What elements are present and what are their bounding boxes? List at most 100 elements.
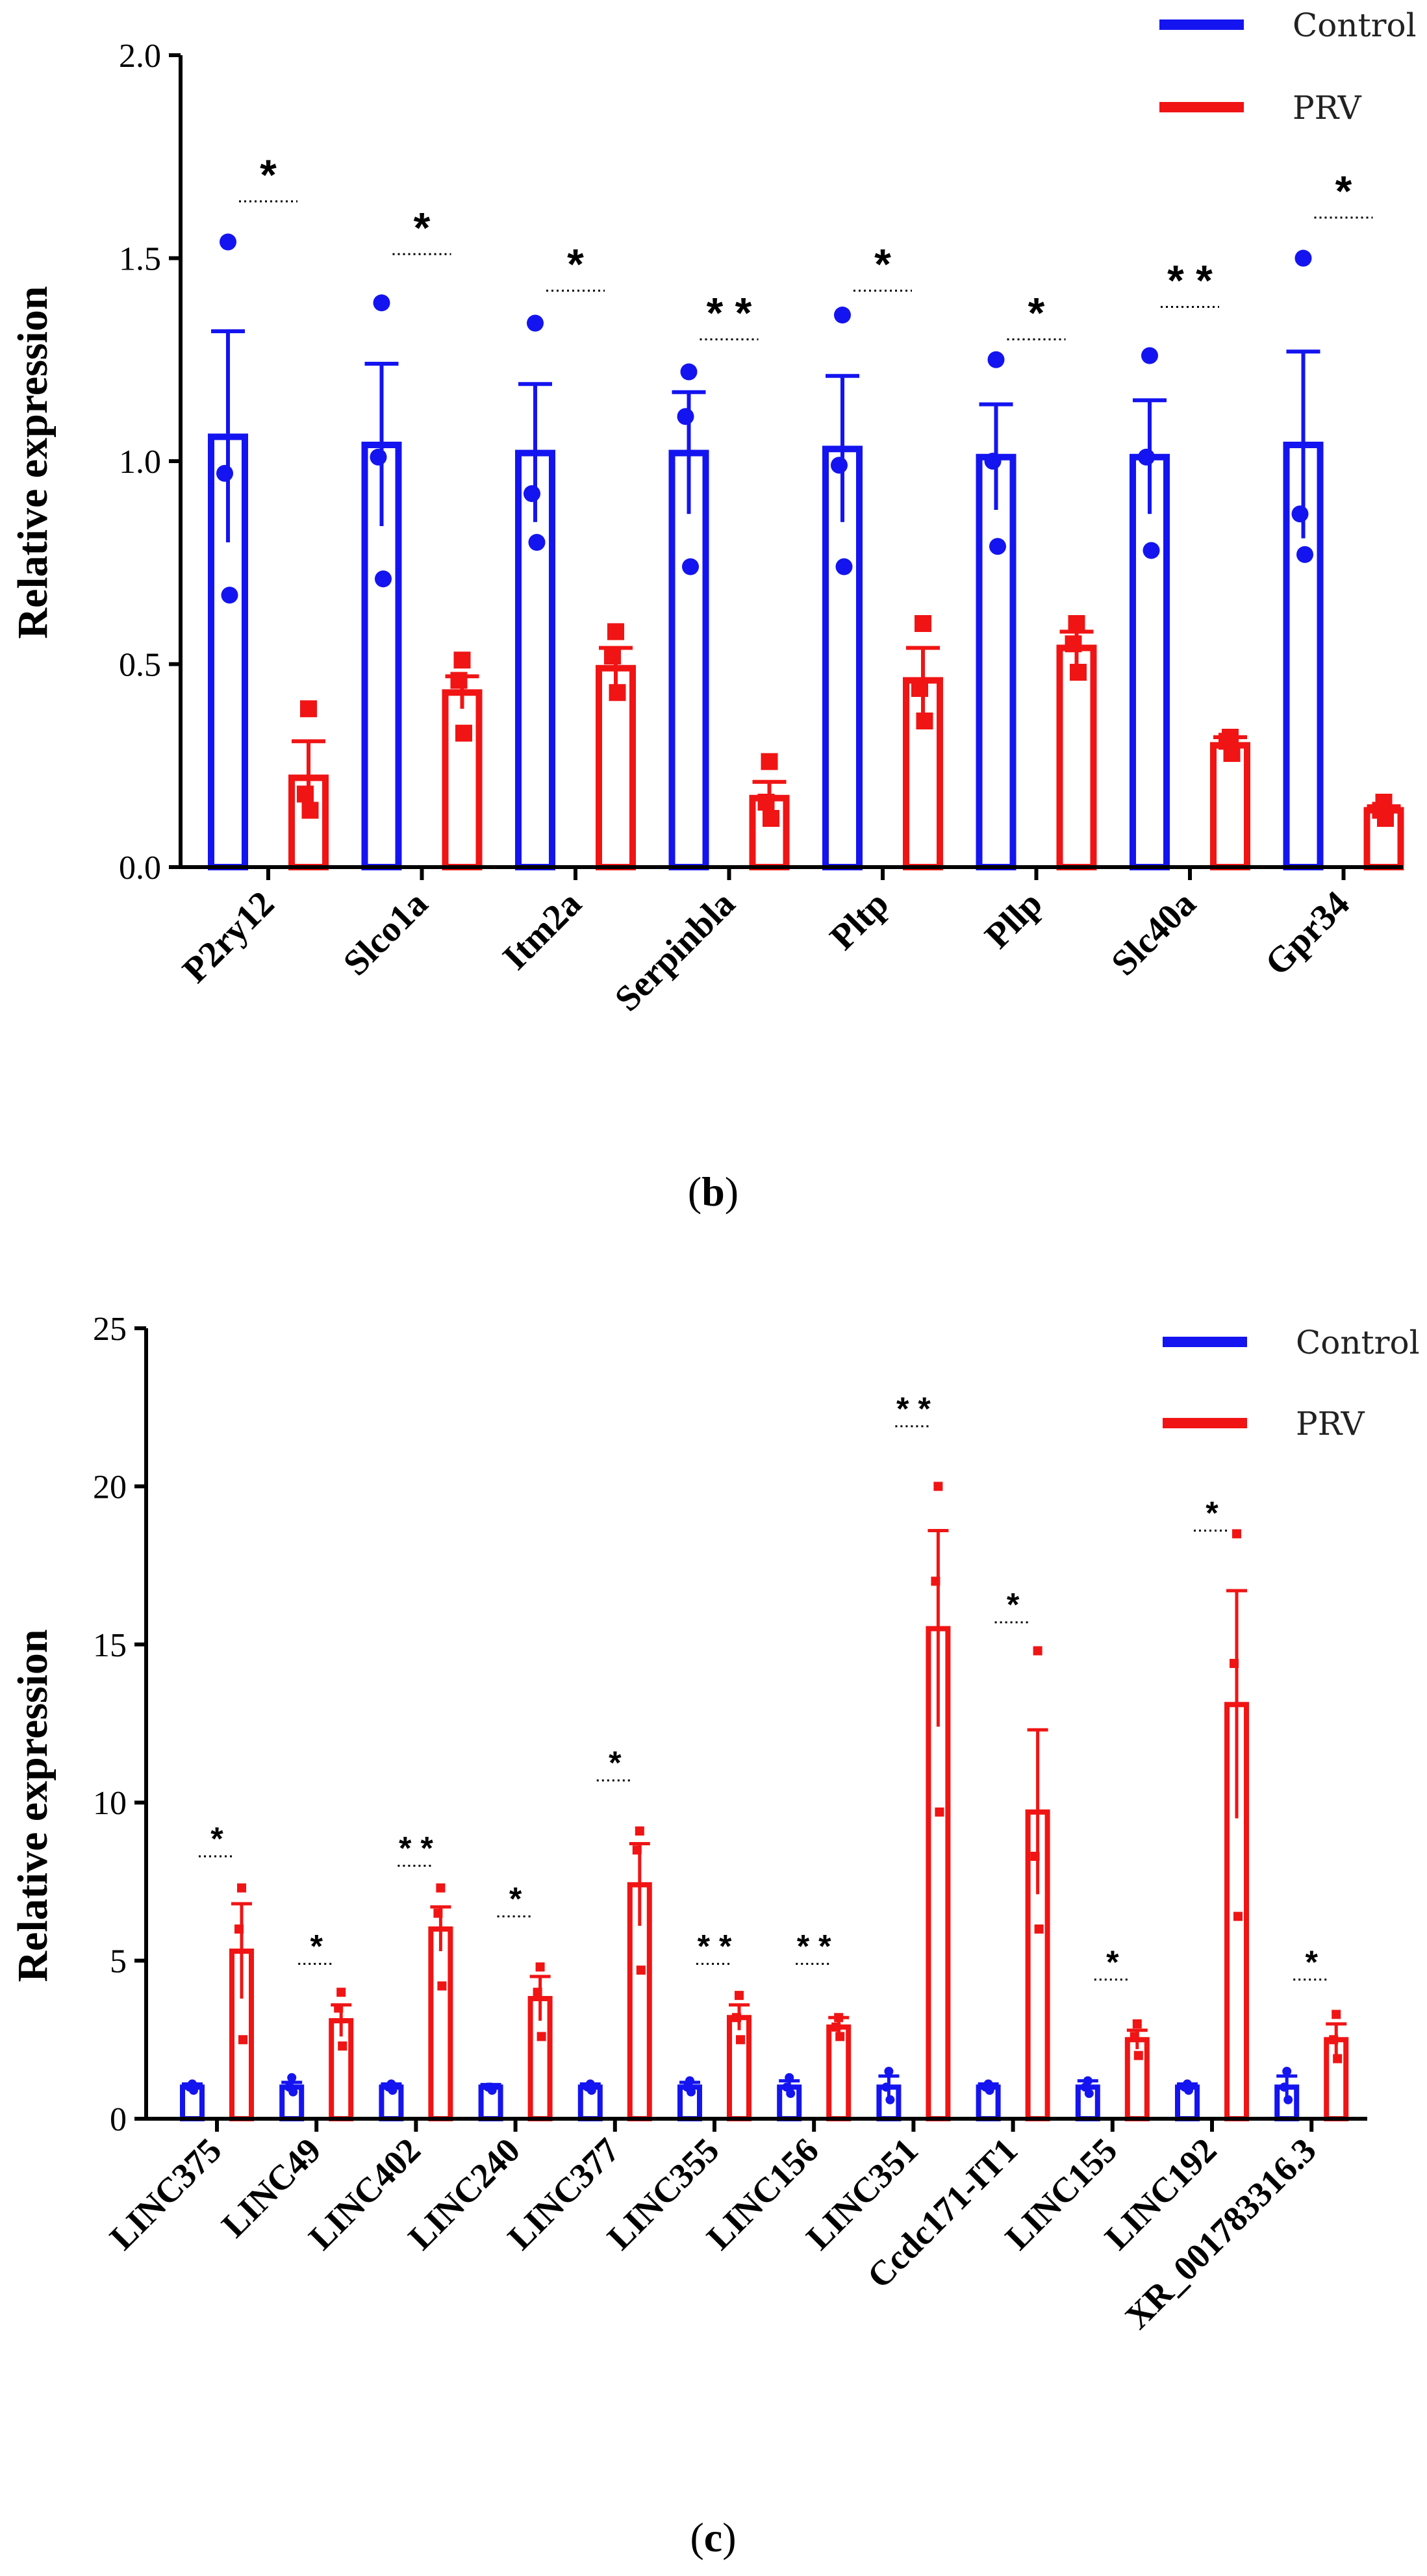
point-b-control-5-2 [989, 538, 1006, 555]
x-tick-label-b-0: P2ry12 [175, 883, 282, 991]
x-tick-label-c-0: LINC375 [102, 2130, 229, 2257]
point-c-prv-3-1 [533, 1988, 542, 1997]
x-tick-label-b-7: Gpr34 [1257, 883, 1358, 983]
x-tick-label-b-2: Itm2a [495, 883, 589, 978]
point-c-prv-4-2 [636, 1965, 646, 1975]
point-c-prv-2-2 [437, 1981, 447, 1991]
point-c-control-0-2 [189, 2086, 198, 2095]
y-tick-label-c-5: 25 [93, 1311, 127, 1348]
point-b-prv-0-2 [301, 802, 319, 819]
significance-marker-c-5: * * [698, 1928, 732, 1964]
point-c-prv-11-0 [1332, 2010, 1341, 2019]
point-c-prv-8-0 [1033, 1646, 1042, 1656]
point-c-prv-0-2 [238, 2035, 247, 2045]
y-tick-label-c-4: 20 [93, 1469, 127, 1506]
y-tick-label-b-3: 1.5 [119, 241, 161, 278]
point-b-control-0-2 [221, 587, 238, 604]
point-c-control-8-2 [985, 2086, 994, 2095]
point-b-prv-7-2 [1377, 810, 1394, 827]
significance-marker-b-6: * * [1167, 257, 1213, 305]
point-c-control-6-2 [786, 2089, 796, 2099]
legend-c: Control PRV [1163, 1324, 1420, 1443]
point-c-prv-8-2 [1034, 1924, 1044, 1934]
point-c-control-7-1 [881, 2082, 891, 2092]
point-c-prv-2-0 [436, 1883, 446, 1893]
point-c-control-1-2 [288, 2087, 298, 2097]
point-c-prv-4-1 [632, 1845, 642, 1855]
significance-marker-c-9: * [1106, 1944, 1119, 1980]
point-c-control-11-2 [1283, 2095, 1293, 2104]
point-c-control-10-2 [1184, 2086, 1193, 2095]
point-b-control-6-0 [1141, 347, 1158, 364]
significance-marker-c-10: * [1206, 1495, 1219, 1532]
y-tick-label-c-3: 15 [93, 1627, 127, 1664]
point-c-prv-10-2 [1233, 1912, 1243, 1921]
point-b-prv-6-2 [1223, 745, 1241, 762]
x-tick-label-b-6: Slc40a [1104, 883, 1204, 983]
point-b-prv-3-0 [761, 753, 778, 770]
point-c-prv-7-1 [931, 1576, 941, 1586]
significance-marker-c-4: * [609, 1745, 622, 1781]
x-tick-label-b-3: Serpinbla [607, 883, 743, 1019]
point-b-control-3-2 [682, 558, 699, 575]
point-c-control-11-1 [1280, 2082, 1289, 2092]
point-b-prv-1-1 [450, 672, 468, 689]
legend-b: Control PRV [1159, 6, 1417, 127]
y-axis-c: 0 5 10 15 20 25 [93, 1311, 148, 2138]
point-c-prv-5-1 [732, 2013, 741, 2023]
point-b-control-6-1 [1138, 448, 1155, 466]
y-axis-b: 0.0 0.5 1.0 1.5 2.0 [119, 38, 183, 887]
point-b-control-0-1 [216, 464, 233, 482]
point-c-prv-1-2 [338, 2041, 347, 2051]
point-c-control-1-0 [287, 2073, 297, 2082]
point-b-control-5-0 [987, 351, 1005, 368]
point-c-control-11-0 [1282, 2066, 1292, 2076]
point-c-prv-7-0 [933, 1482, 943, 1491]
point-b-control-7-1 [1291, 505, 1309, 523]
x-axis-b: P2ry12 Slco1a Itm2a Serpinbla Pltp Pllp Slc40a… [175, 865, 1403, 1019]
significance-marker-b-5: * [1028, 289, 1045, 337]
x-tick-label-b-1: Slco1a [336, 883, 436, 983]
point-b-control-4-2 [835, 558, 853, 575]
point-c-prv-5-0 [735, 1991, 744, 2001]
bar-b-prv-6 [1210, 742, 1250, 870]
x-axis-c: LINC375LINC49LINC402LINC240LINC377LINC35… [102, 2117, 1367, 2336]
legend-label-prv-b: PRV [1293, 89, 1362, 127]
point-b-control-6-2 [1143, 542, 1160, 559]
point-c-control-2-2 [388, 2086, 398, 2095]
panel-caption-b: (b) [688, 1168, 739, 1215]
point-c-prv-3-2 [537, 2032, 546, 2041]
point-b-prv-0-1 [297, 785, 314, 803]
point-b-prv-2-2 [609, 684, 626, 701]
point-c-prv-3-0 [535, 1962, 545, 1972]
point-b-prv-5-2 [1070, 664, 1087, 681]
x-tick-label-b-4: Pltp [822, 883, 896, 957]
point-c-prv-6-2 [835, 2032, 845, 2041]
point-b-prv-3-2 [763, 810, 779, 827]
y-tick-label-c-2: 10 [93, 1785, 127, 1822]
point-b-control-4-1 [831, 457, 848, 474]
plot-area-c: * * * * * * * * * * * * * * * * [180, 1391, 1349, 2122]
point-c-control-7-2 [885, 2095, 895, 2104]
significance-marker-c-3: * [509, 1880, 522, 1917]
point-c-prv-11-2 [1333, 2054, 1343, 2064]
panel-caption-b-letter: b [701, 1168, 725, 1215]
point-c-prv-4-0 [635, 1826, 644, 1836]
legend-label-control-b: Control [1293, 6, 1417, 44]
point-c-control-9-2 [1084, 2089, 1094, 2099]
significance-marker-b-4: * [874, 240, 891, 288]
significance-marker-b-2: * [567, 240, 584, 288]
point-b-control-2-0 [527, 314, 544, 332]
point-c-control-6-0 [785, 2073, 794, 2082]
point-b-control-7-0 [1294, 249, 1312, 267]
bar-b-control-3 [668, 449, 709, 870]
point-c-prv-5-2 [736, 2035, 745, 2045]
point-b-prv-4-0 [915, 615, 931, 632]
y-tick-label-b-2: 1.0 [119, 444, 161, 481]
point-c-prv-8-1 [1030, 1851, 1040, 1861]
plot-area-b: * * * * * * * * * * [208, 151, 1404, 870]
y-tick-label-b-4: 2.0 [119, 38, 161, 75]
bar-c-prv-2 [428, 1926, 453, 2121]
point-b-prv-0-0 [300, 700, 317, 718]
point-c-prv-0-0 [237, 1883, 246, 1893]
